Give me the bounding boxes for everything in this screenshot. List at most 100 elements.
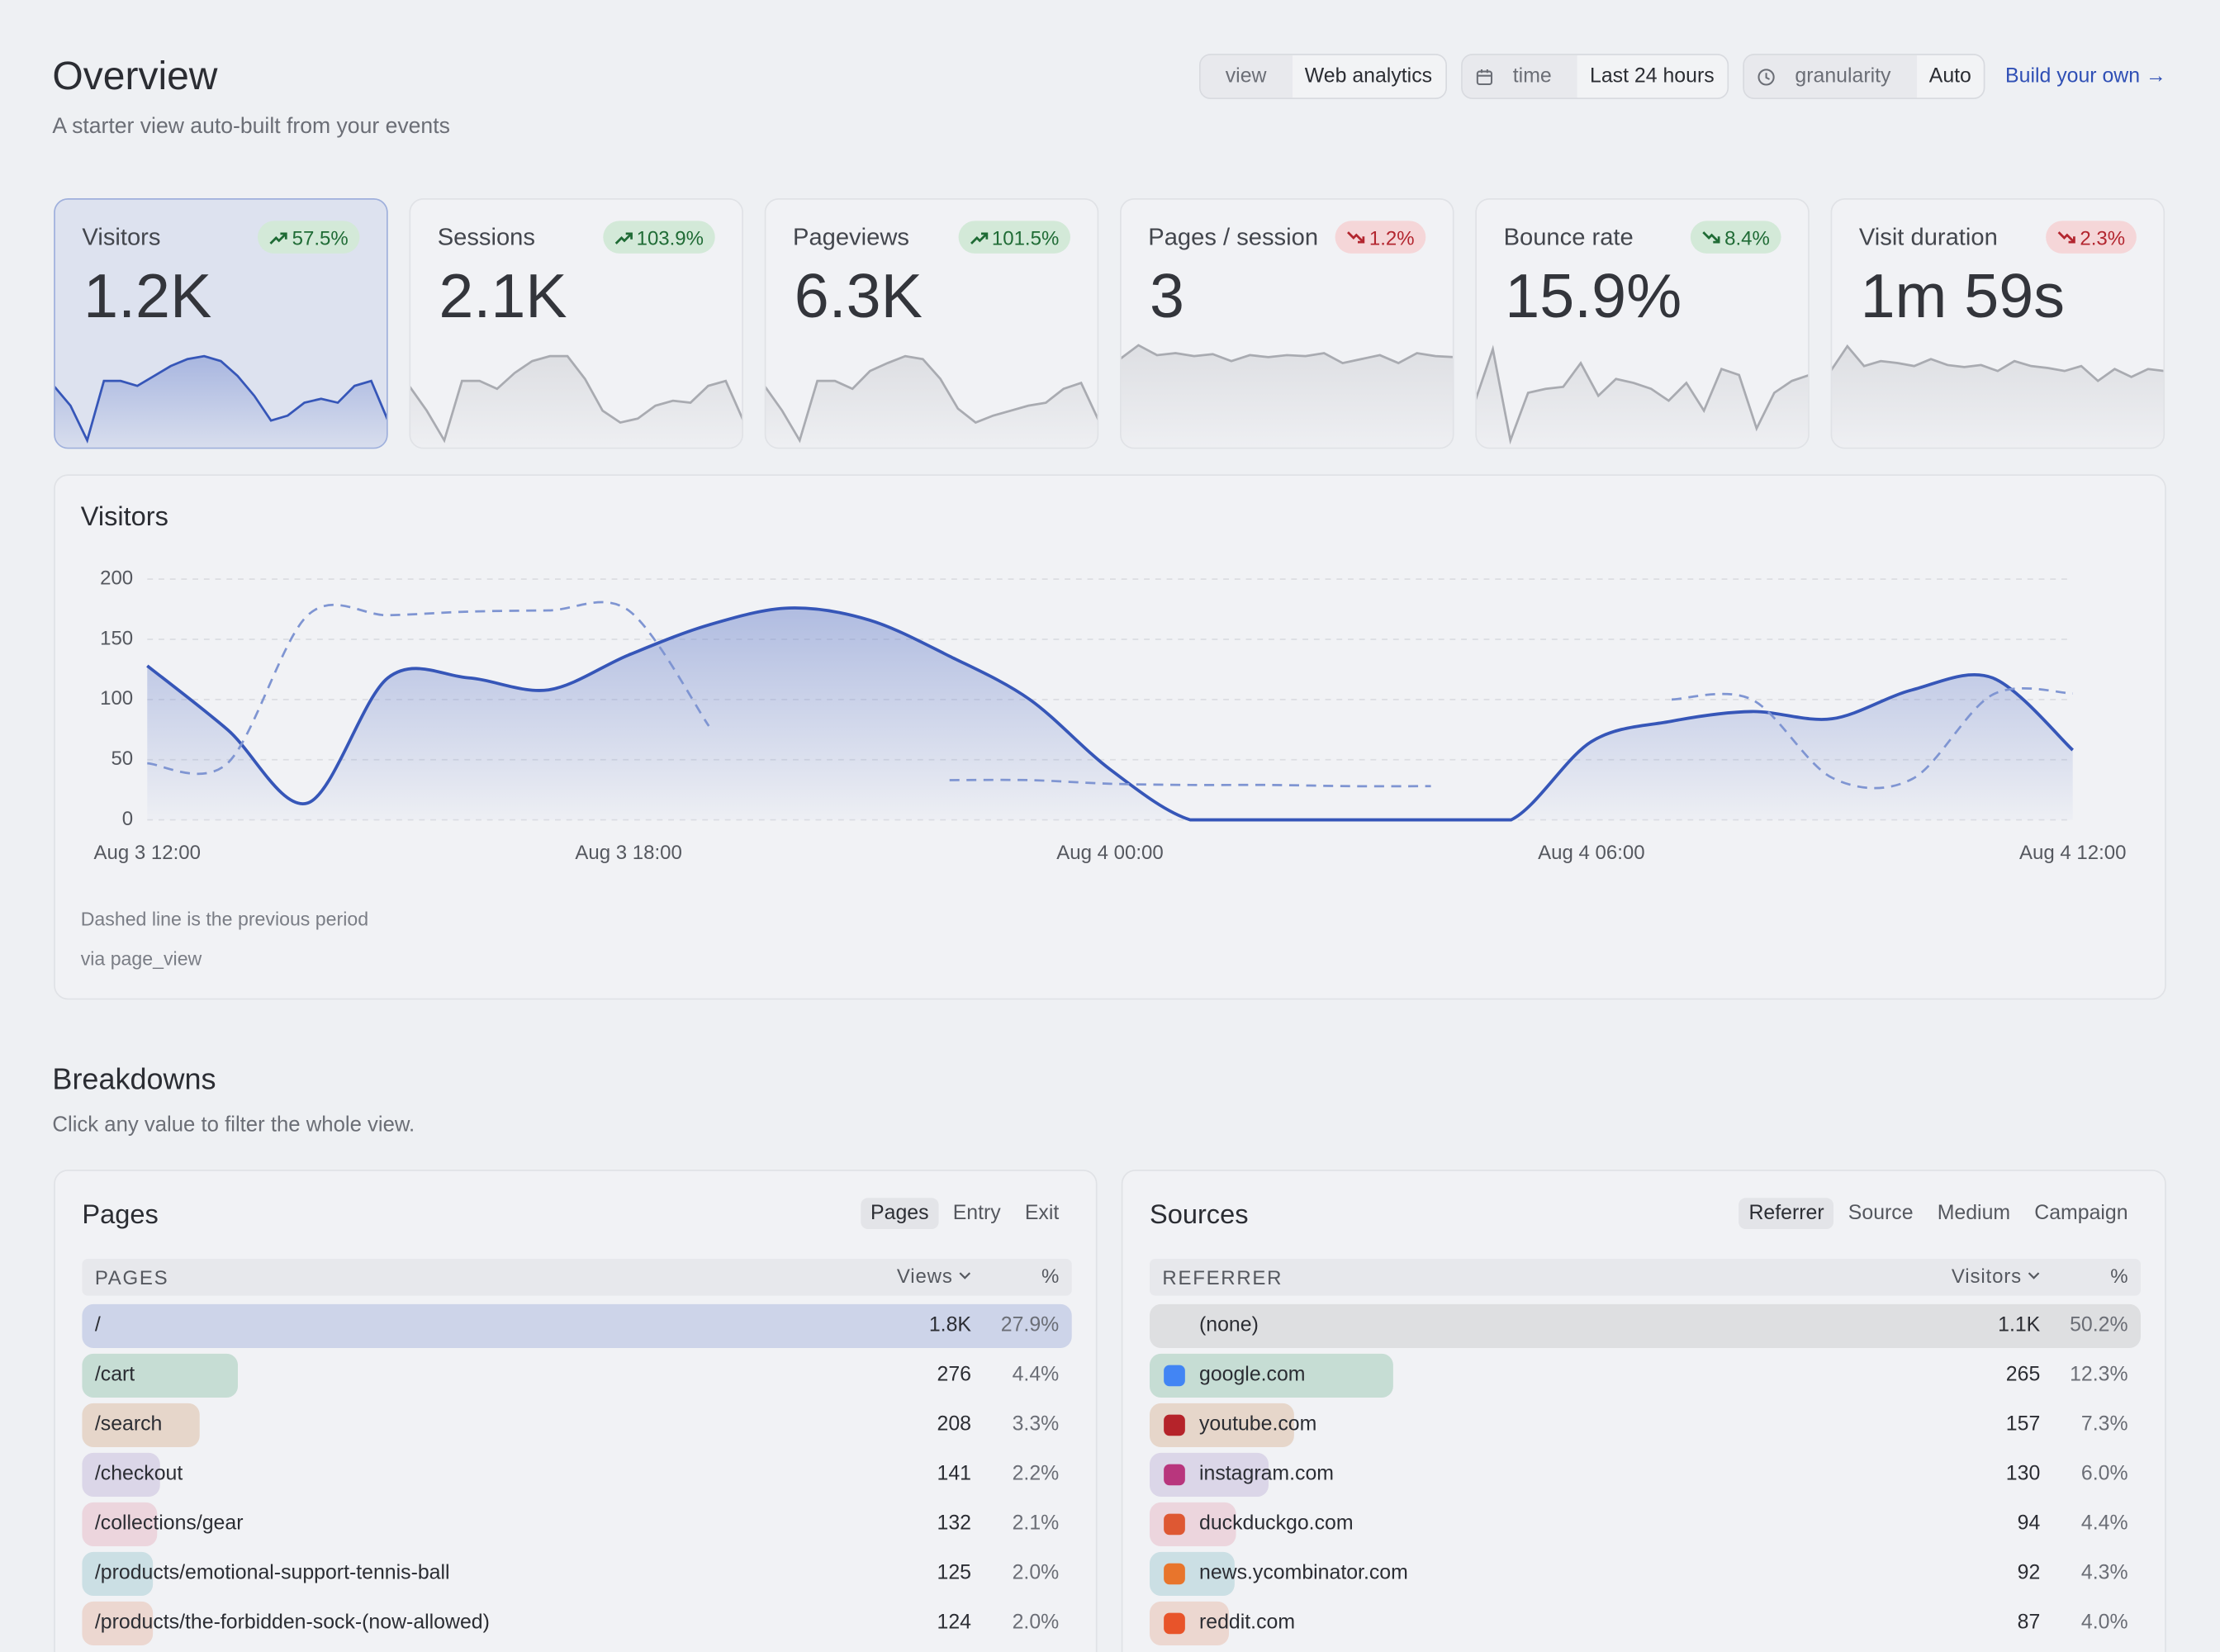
chevron [2028,1272,2040,1279]
row-share: 3.3% [1012,1412,1060,1436]
control-value: Auto [1916,55,1985,98]
row-name: (none) [1199,1313,1259,1337]
y-tick-label: 150 [100,627,133,649]
row-name: /products/the-forbidden-sock-(now-allowe… [94,1611,490,1635]
trend-icon [1702,230,1720,243]
table-row[interactable]: reddit.com 87 4.0% [1150,1601,2141,1646]
source-icon [1164,1464,1185,1486]
row-value: 276 [937,1363,972,1387]
kpi-card[interactable]: Bounce rate 8.4% 15.9% [1475,198,1810,449]
chevron [959,1272,971,1279]
kpi-value: 15.9% [1505,262,1682,332]
row-share: 4.4% [2080,1512,2128,1536]
tab[interactable]: Source [1848,1202,1914,1225]
tab[interactable]: Exit [1024,1202,1060,1225]
kpi-label: Visit duration [1858,223,1998,251]
control-value: Web analytics [1292,55,1445,98]
source-icon [1164,1513,1185,1536]
trend-icon [1347,230,1365,243]
kpi-card[interactable]: Sessions 103.9% 2.1K [409,198,744,449]
trend-head [1713,235,1720,243]
page-title: Overview [52,54,218,98]
row-name: / [94,1313,101,1337]
kpi-card[interactable]: Visit duration 2.3% 1m 59s [1830,198,2165,449]
kpi-label: Bounce rate [1503,223,1634,251]
control-pill[interactable]: time Last 24 hours [1460,54,1729,100]
row-bar [82,1551,154,1597]
kpi-delta-text: 57.5% [292,225,349,249]
control-label-text: granularity [1795,64,1891,88]
column-header[interactable]: Visitors [1952,1265,2040,1287]
sparkline [1477,344,1809,448]
tabs: Referrer Source Medium Campaign [1739,1198,2137,1230]
table-row[interactable]: news.ycombinator.com 92 4.3% [1150,1551,2141,1597]
sparkline-area [1121,344,1453,448]
sparkline-area [410,356,742,448]
control-label-text: time [1512,64,1552,88]
row-bar [82,1403,200,1448]
table-row[interactable]: /products/emotional-support-tennis-ball 1… [82,1551,1071,1597]
column-header-text: Views [896,1264,953,1288]
build-link[interactable]: Build your own → [2005,64,2166,88]
control-pill[interactable]: view Web analytics [1198,54,1447,100]
table-row[interactable]: (none) 1.1K 50.2% [1150,1303,2142,1349]
control-label: view [1199,55,1293,98]
table-row[interactable]: / 1.8K 27.9% [82,1303,1072,1349]
table-row[interactable]: instagram.com 130 6.0% [1150,1452,2141,1498]
row-value: 141 [937,1462,972,1486]
table-row[interactable]: duckduckgo.com 94 4.4% [1150,1502,2141,1547]
kpi-delta: 8.4% [1690,221,1781,254]
row-bar [82,1452,160,1498]
sparkline [1121,344,1453,448]
kpi-delta-text: 101.5% [991,225,1060,249]
trend-line [1347,230,1364,243]
tab[interactable]: Pages [861,1198,939,1230]
sparkline-line [1832,344,2164,382]
tab[interactable]: Entry [952,1202,1001,1225]
breakdowns-title: Breakdowns [52,1063,216,1096]
trend-icon [269,231,288,244]
kpi-card[interactable]: Pageviews 101.5% 6.3K [764,198,1099,449]
row-bar [82,1353,239,1398]
control-pill[interactable]: granularity Auto [1742,54,1986,100]
control-label: granularity [1743,55,1917,98]
kpi-card[interactable]: Pages / session 1.2% 3 [1120,198,1454,449]
row-bar [82,1502,157,1547]
row-share: 2.2% [1012,1462,1060,1486]
column-header: % [1041,1264,1060,1288]
tab[interactable]: Campaign [2034,1202,2128,1225]
column-header[interactable]: Views [897,1265,971,1287]
page-subtitle: A starter view auto-built from your even… [52,114,450,140]
row-bar [1150,1601,1229,1646]
tabs: Pages Entry Exit [861,1198,1069,1230]
tab[interactable]: Medium [1937,1202,2011,1225]
y-tick-label: 100 [100,687,133,710]
row-name: news.ycombinator.com [1199,1561,1408,1585]
table-row[interactable]: /collections/gear 132 2.1% [82,1502,1071,1547]
kpi-label: Pages / session [1148,223,1319,251]
row-share: 2.0% [1012,1561,1060,1585]
table-row[interactable]: google.com 265 12.3% [1150,1353,2141,1398]
tab[interactable]: Referrer [1739,1198,1834,1230]
controls: view Web analytics time Last 24 hours granul… [1198,54,2166,100]
table-row[interactable]: /search 208 3.3% [82,1403,1071,1448]
control-label-text: view [1225,64,1267,88]
table-row[interactable]: youtube.com 157 7.3% [1150,1403,2141,1448]
panel-title: Pages [82,1200,159,1231]
kpi-label: Visitors [82,223,161,251]
table-header: REFERRER Visitors% [1150,1259,2142,1296]
kpi-value: 1m 59s [1860,262,2065,332]
kpi-delta: 57.5% [258,221,360,254]
row-value: 1.8K [928,1313,972,1337]
kpi-card[interactable]: Visitors 57.5% 1.2K [54,198,388,449]
row-share: 2.0% [1012,1611,1060,1635]
trend-line [970,232,987,244]
source-icon [1164,1563,1185,1585]
kpi-delta: 2.3% [2046,221,2137,254]
table-row[interactable]: /cart 276 4.4% [82,1353,1071,1398]
trend-line [269,232,287,244]
icon-part [1765,72,1770,80]
row-name: youtube.com [1199,1412,1317,1436]
table-row[interactable]: /products/the-forbidden-sock-(now-allowe… [82,1601,1071,1646]
table-row[interactable]: /checkout 141 2.2% [82,1452,1071,1498]
